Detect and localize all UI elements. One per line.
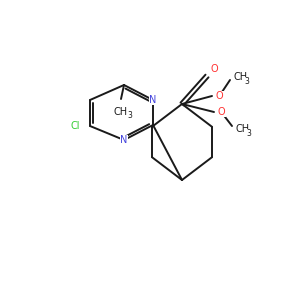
Text: N: N [149, 95, 157, 105]
Text: 3: 3 [128, 111, 132, 120]
Text: 3: 3 [244, 76, 249, 85]
Text: O: O [216, 91, 224, 101]
Text: 3: 3 [246, 128, 251, 137]
Text: O: O [210, 64, 218, 74]
Text: CH: CH [234, 72, 248, 82]
Text: O: O [218, 107, 226, 117]
Text: CH: CH [114, 107, 128, 117]
Text: N: N [120, 135, 128, 145]
Text: Cl: Cl [70, 121, 80, 131]
Text: CH: CH [236, 124, 250, 134]
